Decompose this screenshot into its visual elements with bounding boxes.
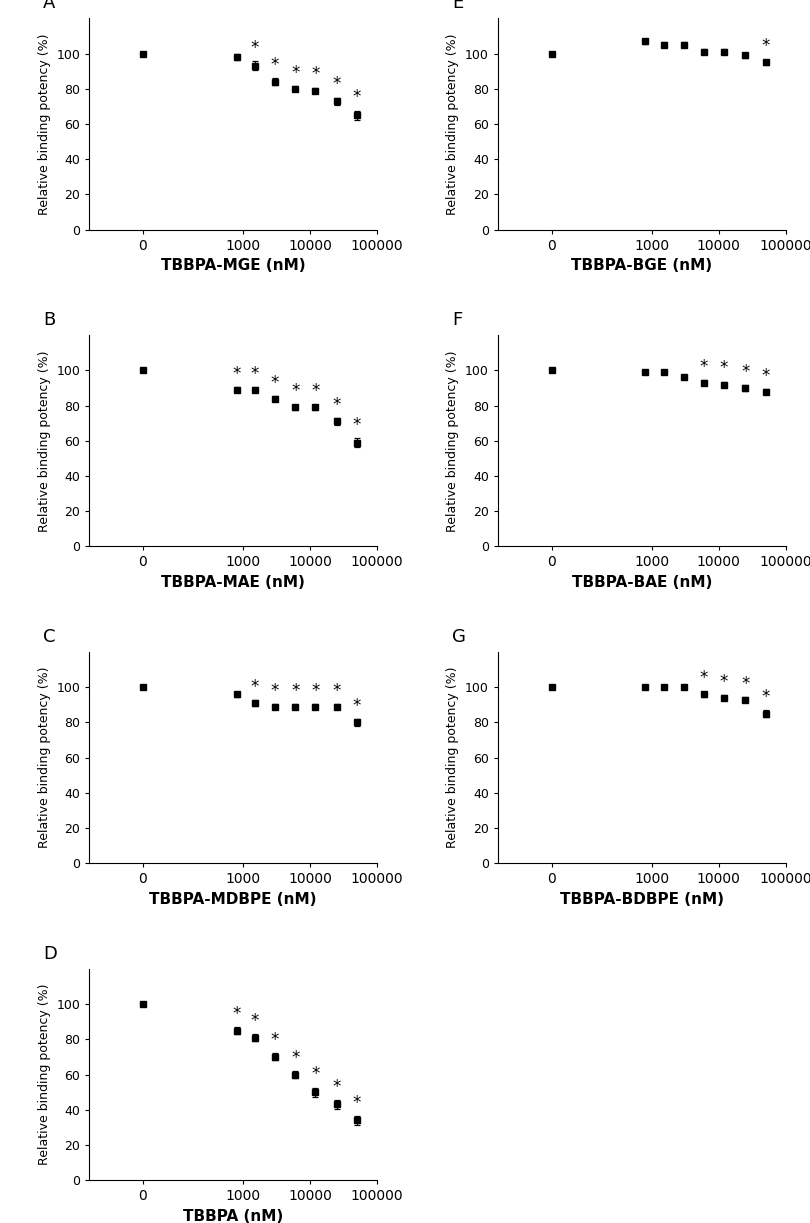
X-axis label: TBBPA (nM): TBBPA (nM) — [183, 1208, 284, 1223]
Text: *: * — [720, 360, 728, 378]
Text: *: * — [352, 416, 361, 434]
X-axis label: TBBPA-MDBPE (nM): TBBPA-MDBPE (nM) — [149, 892, 317, 907]
Text: *: * — [311, 383, 319, 400]
Text: *: * — [271, 56, 279, 73]
Text: *: * — [761, 687, 770, 706]
Text: *: * — [232, 1004, 241, 1022]
Y-axis label: Relative binding potency (%): Relative binding potency (%) — [37, 983, 51, 1166]
Text: *: * — [332, 681, 341, 700]
X-axis label: TBBPA-BGE (nM): TBBPA-BGE (nM) — [571, 258, 712, 273]
Text: *: * — [332, 1077, 341, 1096]
Text: *: * — [761, 367, 770, 384]
Y-axis label: Relative binding potency (%): Relative binding potency (%) — [446, 667, 459, 849]
Text: F: F — [452, 311, 462, 329]
Text: *: * — [271, 1031, 279, 1049]
Text: *: * — [311, 681, 319, 700]
Text: *: * — [311, 1065, 319, 1084]
Text: *: * — [291, 681, 300, 700]
X-axis label: TBBPA-MGE (nM): TBBPA-MGE (nM) — [160, 258, 305, 273]
X-axis label: TBBPA-BDBPE (nM): TBBPA-BDBPE (nM) — [560, 892, 724, 907]
Text: *: * — [761, 38, 770, 55]
Text: *: * — [251, 39, 259, 57]
Text: *: * — [352, 88, 361, 106]
Text: *: * — [700, 357, 708, 375]
Text: A: A — [43, 0, 55, 12]
Text: *: * — [232, 364, 241, 383]
Text: *: * — [291, 1048, 300, 1066]
Text: *: * — [332, 395, 341, 413]
Text: *: * — [271, 373, 279, 391]
Text: C: C — [43, 627, 56, 646]
Text: *: * — [291, 64, 300, 82]
Text: *: * — [741, 363, 749, 382]
Text: *: * — [352, 697, 361, 714]
Text: G: G — [452, 627, 466, 646]
Y-axis label: Relative binding potency (%): Relative binding potency (%) — [37, 33, 51, 215]
Y-axis label: Relative binding potency (%): Relative binding potency (%) — [37, 350, 51, 532]
Y-axis label: Relative binding potency (%): Relative binding potency (%) — [37, 667, 51, 849]
Text: *: * — [291, 383, 300, 400]
Text: *: * — [251, 364, 259, 383]
Text: *: * — [251, 678, 259, 696]
Text: *: * — [251, 1011, 259, 1030]
Text: *: * — [720, 673, 728, 691]
Text: *: * — [352, 1093, 361, 1112]
Text: D: D — [43, 944, 57, 963]
Text: B: B — [43, 311, 55, 329]
Y-axis label: Relative binding potency (%): Relative binding potency (%) — [446, 33, 459, 215]
X-axis label: TBBPA-BAE (nM): TBBPA-BAE (nM) — [572, 575, 712, 589]
Text: *: * — [332, 75, 341, 93]
Text: *: * — [700, 669, 708, 687]
Text: *: * — [311, 66, 319, 83]
Text: *: * — [741, 675, 749, 692]
Y-axis label: Relative binding potency (%): Relative binding potency (%) — [446, 350, 459, 532]
X-axis label: TBBPA-MAE (nM): TBBPA-MAE (nM) — [161, 575, 305, 589]
Text: *: * — [271, 681, 279, 700]
Text: E: E — [452, 0, 463, 12]
